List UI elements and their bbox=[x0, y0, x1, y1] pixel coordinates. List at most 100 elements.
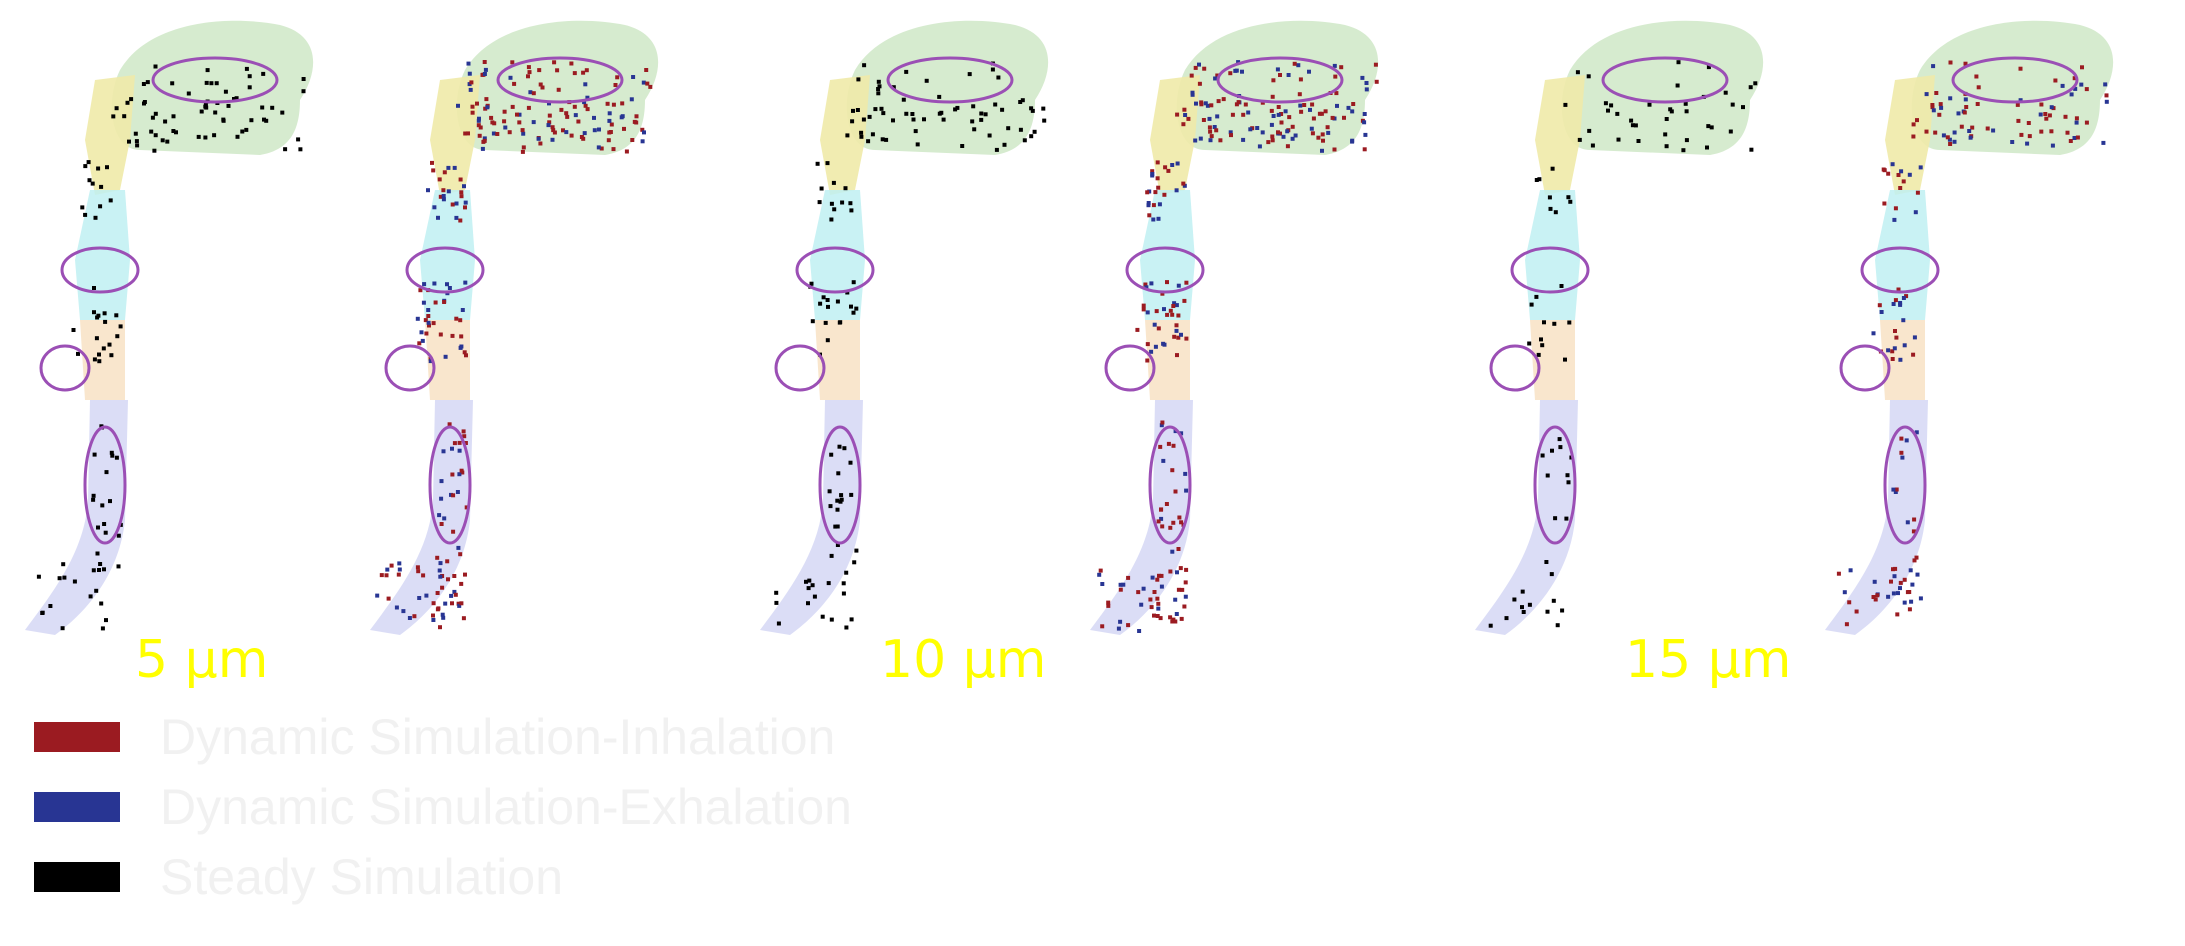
deposition-point bbox=[1141, 303, 1146, 308]
deposition-point bbox=[427, 323, 431, 328]
deposition-point bbox=[1165, 280, 1169, 285]
deposition-point bbox=[640, 127, 645, 132]
deposition-point bbox=[416, 569, 421, 574]
deposition-point bbox=[641, 80, 646, 85]
deposition-point bbox=[1553, 516, 1558, 521]
deposition-point bbox=[527, 70, 532, 75]
deposition-point bbox=[1741, 105, 1745, 110]
deposition-point bbox=[247, 74, 252, 79]
deposition-point bbox=[1160, 291, 1165, 296]
deposition-point bbox=[109, 450, 114, 455]
deposition-point bbox=[2069, 92, 2074, 97]
deposition-point bbox=[1179, 520, 1184, 525]
deposition-point bbox=[1292, 61, 1297, 66]
deposition-point bbox=[1881, 167, 1886, 172]
deposition-point bbox=[520, 149, 525, 154]
deposition-point bbox=[1106, 603, 1111, 608]
deposition-point bbox=[459, 334, 464, 339]
deposition-point bbox=[1137, 629, 1142, 633]
deposition-point bbox=[439, 496, 444, 501]
deposition-point bbox=[466, 61, 471, 66]
deposition-point bbox=[1163, 165, 1168, 170]
deposition-point bbox=[1918, 596, 1923, 601]
deposition-point bbox=[170, 81, 175, 86]
deposition-point bbox=[2026, 121, 2031, 125]
deposition-point bbox=[91, 568, 96, 573]
deposition-point bbox=[1959, 124, 1964, 129]
deposition-point bbox=[470, 104, 475, 109]
deposition-point bbox=[1669, 109, 1674, 114]
deposition-point bbox=[2073, 86, 2078, 91]
deposition-point bbox=[435, 591, 440, 595]
label-15um: 15 µm bbox=[1625, 630, 1792, 690]
deposition-point bbox=[458, 552, 463, 557]
legend-label-exhalation: Dynamic Simulation-Exhalation bbox=[160, 779, 852, 835]
deposition-point bbox=[1216, 99, 1221, 104]
deposition-point bbox=[445, 559, 450, 564]
deposition-point bbox=[644, 68, 649, 72]
deposition-point bbox=[521, 131, 526, 136]
deposition-point bbox=[226, 103, 231, 108]
deposition-point bbox=[221, 118, 226, 123]
deposition-point bbox=[876, 79, 881, 84]
deposition-point bbox=[904, 69, 909, 74]
deposition-point bbox=[1970, 125, 1975, 130]
deposition-point bbox=[1139, 602, 1144, 607]
label-5um: 5 µm bbox=[135, 630, 269, 690]
deposition-point bbox=[806, 601, 810, 606]
deposition-point bbox=[454, 316, 459, 321]
deposition-point bbox=[438, 194, 443, 199]
deposition-point bbox=[979, 117, 984, 122]
deposition-point bbox=[1171, 304, 1176, 308]
deposition-point bbox=[1728, 129, 1733, 134]
deposition-point bbox=[862, 63, 867, 68]
deposition-point bbox=[1290, 124, 1295, 129]
deposition-point bbox=[1709, 125, 1714, 130]
deposition-point bbox=[1930, 105, 1935, 110]
deposition-point bbox=[94, 588, 99, 593]
deposition-point bbox=[1364, 87, 1369, 92]
deposition-point bbox=[1350, 139, 1355, 144]
highlight-ellipse bbox=[151, 56, 279, 104]
deposition-point bbox=[820, 614, 825, 619]
nasopharynx-region bbox=[85, 75, 135, 195]
deposition-point bbox=[2080, 65, 2084, 70]
highlight-ellipse bbox=[496, 56, 624, 104]
deposition-point bbox=[1931, 108, 1936, 113]
deposition-point bbox=[1002, 142, 1007, 147]
deposition-point bbox=[1207, 125, 1212, 130]
deposition-point bbox=[261, 71, 266, 76]
deposition-point bbox=[1520, 589, 1525, 594]
pharynx-region bbox=[420, 190, 475, 320]
deposition-point bbox=[122, 114, 127, 119]
deposition-point bbox=[901, 97, 906, 102]
trachea-region bbox=[1475, 400, 1578, 635]
deposition-point bbox=[1175, 353, 1179, 358]
deposition-point bbox=[531, 120, 536, 125]
deposition-point bbox=[1676, 60, 1681, 65]
deposition-point bbox=[528, 90, 533, 95]
deposition-point bbox=[450, 446, 454, 451]
deposition-point bbox=[129, 97, 134, 102]
deposition-point bbox=[116, 533, 121, 538]
deposition-point bbox=[109, 353, 114, 358]
deposition-point bbox=[115, 334, 120, 339]
deposition-point bbox=[93, 215, 98, 220]
deposition-point bbox=[634, 114, 639, 119]
pharynx-region bbox=[75, 190, 130, 320]
deposition-point bbox=[1176, 335, 1181, 340]
deposition-point bbox=[1307, 69, 1311, 74]
deposition-point bbox=[1534, 178, 1539, 182]
deposition-point bbox=[86, 160, 91, 165]
nasal-cavity-region bbox=[1911, 20, 2114, 155]
deposition-point bbox=[142, 101, 146, 106]
deposition-point bbox=[1374, 79, 1379, 84]
deposition-point bbox=[453, 592, 458, 597]
deposition-point bbox=[1171, 520, 1176, 525]
deposition-point bbox=[2060, 83, 2065, 88]
deposition-point bbox=[592, 115, 596, 120]
model-5um-steady bbox=[25, 20, 314, 635]
deposition-point bbox=[1902, 577, 1907, 582]
nasopharynx-region bbox=[1150, 75, 1200, 195]
deposition-point bbox=[412, 614, 417, 619]
